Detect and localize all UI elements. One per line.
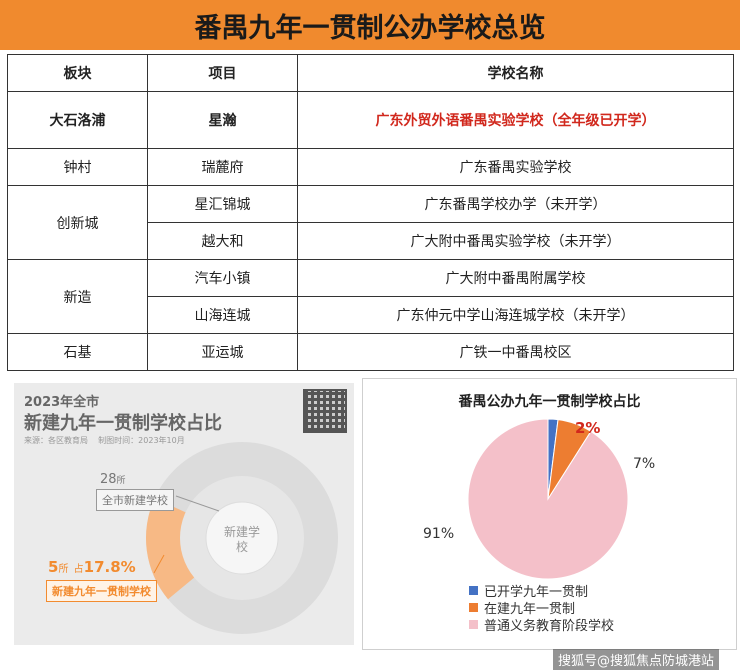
donut-center xyxy=(205,501,279,575)
watermark: 搜狐号@搜狐焦点防城港站 xyxy=(553,649,720,670)
pie-chart-card: 番禺公办九年一贯制学校占比 2% 7% 91% 已开学九年一贯制 在建九年一贯制… xyxy=(362,378,737,650)
cell-project: 瑞麓府 xyxy=(147,148,298,186)
legend-item: 已开学九年一贯制 xyxy=(469,582,614,600)
chart-title: 番禺公办九年一贯制学校占比 xyxy=(458,394,641,410)
part-pct-prefix: 占 xyxy=(73,564,84,575)
legend-swatch-pink xyxy=(469,620,478,629)
cell-project: 星汇锦城 xyxy=(147,185,298,223)
legend-item: 在建九年一贯制 xyxy=(469,599,614,617)
part-count: 5 xyxy=(48,558,59,576)
legend-label: 在建九年一贯制 xyxy=(484,602,576,617)
slice-label-regular: 91% xyxy=(423,526,455,542)
table-row: 越大和 广大附中番禺实验学校（未开学） xyxy=(8,222,734,260)
cell-area: 创新城 xyxy=(7,185,148,260)
infographic-year: 2023年全市 xyxy=(24,395,100,410)
cell-project: 亚运城 xyxy=(147,333,298,371)
total-count-label: 28所 xyxy=(100,472,126,487)
header-school: 学校名称 xyxy=(297,54,734,92)
table-row: 钟村 瑞麓府 广东番禺实验学校 xyxy=(7,148,734,186)
table-row: 山海连城 广东仲元中学山海连城学校（未开学） xyxy=(8,296,734,334)
cell-school: 广铁一中番禺校区 xyxy=(297,333,734,371)
infographic-meta: 来源：各区教育局 制图时间：2023年10月 xyxy=(24,436,185,445)
qr-code-icon xyxy=(303,389,347,433)
cell-project: 星瀚 xyxy=(147,91,298,149)
cell-area: 石基 xyxy=(7,333,148,371)
slice-label-building: 7% xyxy=(633,456,656,472)
cell-school: 广大附中番禺附属学校 xyxy=(297,259,734,297)
legend-swatch-orange xyxy=(469,603,478,612)
table-row: 创新城 星汇锦城 广东番禺学校办学（未开学） xyxy=(7,185,734,260)
infographic-title: 新建九年一贯制学校占比 xyxy=(24,413,222,434)
pie-slice-2 xyxy=(467,418,629,580)
legend-label: 普通义务教育阶段学校 xyxy=(484,619,615,634)
table-row: 石基 亚运城 广铁一中番禺校区 xyxy=(7,333,734,371)
part-pct: 17.8% xyxy=(83,558,136,576)
leader-line-total xyxy=(175,495,220,512)
cell-area: 大石洛浦 xyxy=(7,91,148,149)
legend-swatch-blue xyxy=(469,586,478,595)
donut-center-text: 新建学校 xyxy=(223,525,260,554)
cell-school: 广东仲元中学山海连城学校（未开学） xyxy=(297,296,734,334)
part-tag: 新建九年一贯制学校 xyxy=(46,580,157,602)
cell-project: 越大和 xyxy=(147,222,298,260)
total-tag: 全市新建学校 xyxy=(96,489,174,511)
leader-line-part xyxy=(153,554,165,574)
school-overview-table: 板块 项目 学校名称 大石洛浦 星瀚 广东外贸外语番禺实验学校（全年级已开学） … xyxy=(7,54,734,371)
cell-project: 山海连城 xyxy=(147,296,298,334)
legend-label: 已开学九年一贯制 xyxy=(484,585,589,600)
cell-school: 广大附中番禺实验学校（未开学） xyxy=(297,222,734,260)
slice-label-open: 2% xyxy=(575,419,601,437)
header-area: 板块 xyxy=(7,54,148,92)
table-row: 大石洛浦 星瀚 广东外贸外语番禺实验学校（全年级已开学） xyxy=(7,91,734,149)
table-header-row: 板块 项目 学校名称 xyxy=(7,54,734,92)
chart-legend: 已开学九年一贯制 在建九年一贯制 普通义务教育阶段学校 xyxy=(469,582,615,634)
total-unit: 所 xyxy=(116,476,126,486)
header-project: 项目 xyxy=(147,54,298,92)
cell-school: 广东番禺实验学校 xyxy=(297,148,734,186)
part-unit: 所 xyxy=(58,564,69,575)
total-count: 28 xyxy=(100,472,117,487)
cell-school: 广东番禺学校办学（未开学） xyxy=(297,185,734,223)
page-title: 番禺九年一贯制公办学校总览 xyxy=(0,0,740,50)
new-school-infographic: 2023年全市 新建九年一贯制学校占比 来源：各区教育局 制图时间：2023年1… xyxy=(14,383,354,645)
cell-school: 广东外贸外语番禺实验学校（全年级已开学） xyxy=(297,91,734,149)
legend-item: 普通义务教育阶段学校 xyxy=(469,616,615,634)
part-count-label: 5所 占17.8% xyxy=(48,558,136,576)
pie-chart xyxy=(467,418,629,580)
cell-project: 汽车小镇 xyxy=(147,259,298,297)
cell-area: 新造 xyxy=(7,259,148,334)
donut-graphic xyxy=(146,442,338,634)
table-row: 新造 汽车小镇 广大附中番禺附属学校 xyxy=(7,259,734,334)
cell-area: 钟村 xyxy=(7,148,148,186)
